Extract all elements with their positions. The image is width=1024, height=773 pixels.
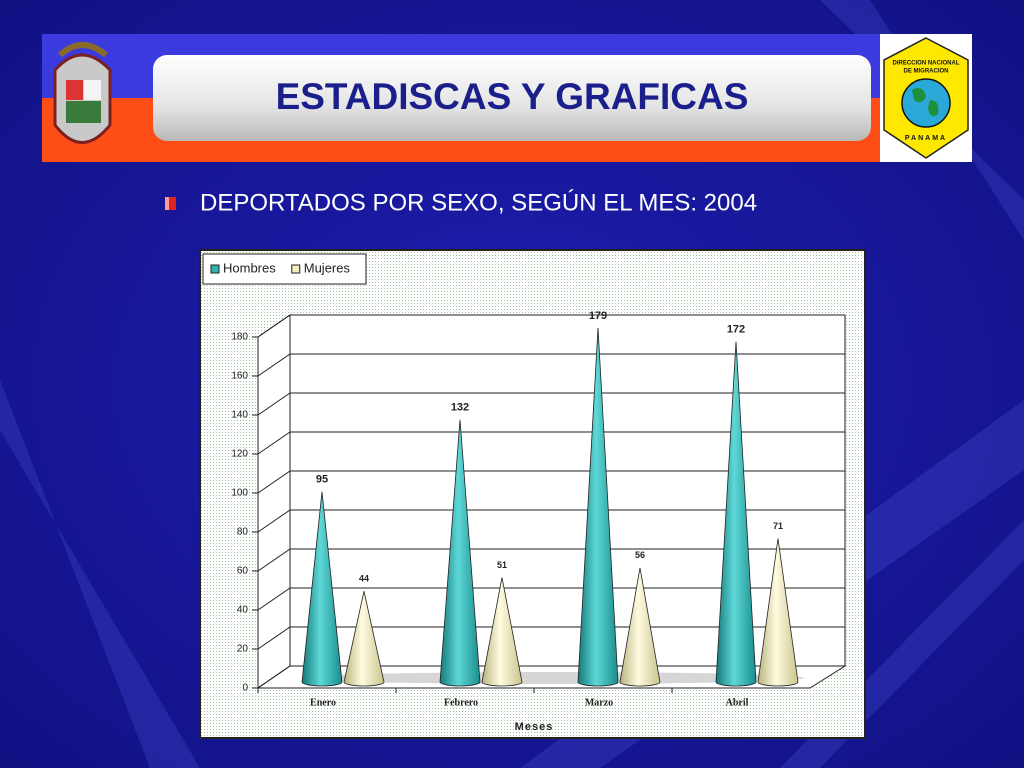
cone xyxy=(439,419,481,687)
y-tick-label: 160 xyxy=(231,371,248,382)
logo-text: PANAMA xyxy=(905,135,947,142)
logo-text: DIRECCION NACIONAL xyxy=(893,61,960,67)
legend-swatch xyxy=(291,264,301,274)
y-tick-label: 140 xyxy=(231,410,248,421)
y-tick-label: 0 xyxy=(242,683,248,694)
chart-title: DEPORTADOS POR SEXO, SEGÚN EL MES: 2004 xyxy=(200,189,757,216)
title-box xyxy=(153,55,871,141)
y-tick-label: 60 xyxy=(237,566,249,577)
grid-line xyxy=(257,392,845,416)
data-label: 71 xyxy=(773,521,783,531)
y-tick-label: 20 xyxy=(237,644,249,655)
cone xyxy=(301,491,343,687)
grid-line xyxy=(257,509,845,533)
y-tick-label: 180 xyxy=(231,332,248,343)
data-label: 172 xyxy=(727,324,745,336)
grid-line xyxy=(257,548,845,572)
side-wall xyxy=(257,314,291,689)
logo-globe xyxy=(901,78,951,128)
data-label: 44 xyxy=(359,574,369,584)
grid-line xyxy=(257,353,845,377)
x-tick-label: Febrero xyxy=(444,697,478,708)
grid-line xyxy=(257,665,845,689)
cone xyxy=(619,567,661,687)
data-label: 132 xyxy=(451,402,469,414)
x-tick-label: Enero xyxy=(310,697,336,708)
y-tick-label: 120 xyxy=(231,449,248,460)
grid-line xyxy=(257,314,845,338)
bullet xyxy=(165,197,176,210)
grid-line xyxy=(257,587,845,611)
data-label: 51 xyxy=(497,560,507,570)
data-label: 95 xyxy=(316,474,328,486)
legend-label: Hombres xyxy=(223,260,276,275)
slide-title: ESTADISCAS Y GRAFICAS xyxy=(276,76,749,117)
legend-label: Mujeres xyxy=(304,260,351,275)
x-tick-label: Marzo xyxy=(585,697,613,708)
data-label: 56 xyxy=(635,550,645,560)
plot: 0 20 40 60 80 100 120 140 160 180 Meses Enero 95 44 Fe… xyxy=(202,253,847,733)
legend-box xyxy=(202,253,367,285)
y-tick-label: 100 xyxy=(231,488,248,499)
x-axis-title: Meses xyxy=(515,721,554,733)
grid-line xyxy=(257,470,845,494)
logo-land xyxy=(912,88,939,116)
logo-text: DE MIGRACION xyxy=(904,69,949,75)
floor-shadow xyxy=(304,672,804,684)
crest xyxy=(53,42,112,144)
bullet-highlight xyxy=(165,197,169,210)
legend-swatch xyxy=(210,264,220,274)
cone xyxy=(757,538,799,687)
grid-line xyxy=(257,431,845,455)
cone xyxy=(343,591,385,687)
cone xyxy=(481,577,523,687)
data-label: 179 xyxy=(589,310,607,322)
cone xyxy=(715,341,757,687)
x-tick-label: Abril xyxy=(726,697,749,708)
grid-line xyxy=(257,626,845,650)
y-tick-label: 40 xyxy=(237,605,249,616)
legend: Hombres Mujeres xyxy=(202,253,367,285)
y-tick-label: 80 xyxy=(237,527,249,538)
back-wall xyxy=(289,314,846,667)
cone xyxy=(577,327,619,687)
